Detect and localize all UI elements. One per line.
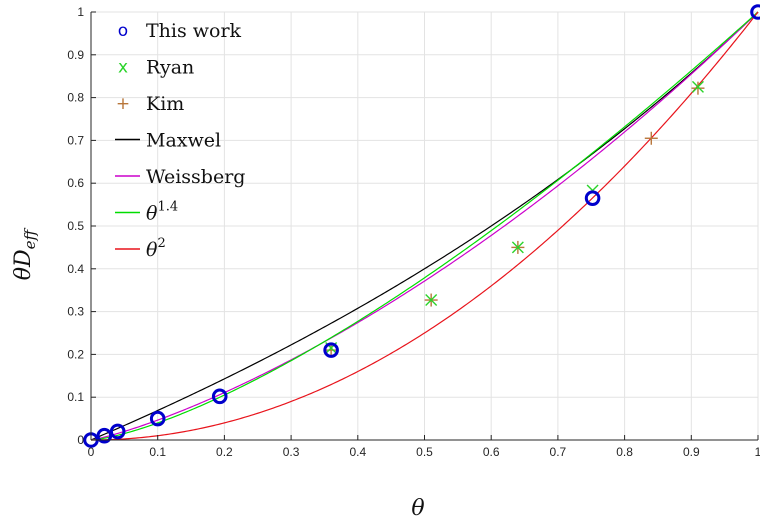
legend-label-maxwel: Maxwel [146, 130, 221, 152]
point-kim [691, 81, 705, 95]
legend-symbol-this-work: o [118, 21, 128, 41]
legend-label-exponent: 2 [157, 236, 165, 251]
curve-2 [91, 11, 759, 441]
point-this-work [584, 190, 601, 206]
point-this-work [211, 388, 228, 405]
y-tick-label: 1 [77, 5, 84, 19]
y-tick-label: 0.3 [67, 305, 84, 319]
y-axis-label-subscript: eff [21, 227, 39, 249]
point-kim [324, 343, 338, 357]
y-axis-label: θDeff [11, 227, 39, 280]
x-tick-labels: 0 0.1 0.2 0.3 0.4 0.5 0.6 0.7 0.8 0.9 1 [88, 445, 760, 459]
curve-maxwel [90, 11, 759, 441]
marker-stroke [425, 294, 438, 307]
y-tick-label: 0.7 [67, 133, 84, 147]
y-tick-label: 0.2 [67, 347, 84, 361]
x-tick-label: 0.4 [349, 445, 366, 459]
legend-label-exponent: 1.4 [157, 200, 178, 215]
point-this-work [149, 410, 166, 427]
x-tick-label: 0.3 [283, 445, 300, 459]
point-this-work [96, 427, 113, 444]
legend-symbol-kim: + [116, 94, 130, 114]
legend-label-ryan: Ryan [146, 57, 194, 79]
legend-label-weissberg: Weissberg [146, 166, 245, 188]
x-tick-label: 1 [755, 445, 760, 459]
y-tick-label: 0 [77, 433, 84, 447]
y-tick-label: 0.9 [67, 48, 84, 62]
y-tick-label: 0.8 [67, 91, 84, 105]
x-tick-label: 0.6 [483, 445, 500, 459]
x-tick-label: 0.9 [683, 445, 700, 459]
axes [90, 11, 759, 441]
point-this-work [109, 423, 126, 440]
x-tick-label: 0.1 [149, 445, 166, 459]
legend-label-base: θ [146, 203, 158, 225]
legend-label-2: θ2 [146, 236, 166, 261]
point-ryan [511, 241, 524, 254]
y-tick-label: 0.5 [67, 219, 84, 233]
x-tick-label: 0.2 [216, 445, 233, 459]
legend-label-1-4: θ1.4 [146, 200, 178, 225]
curve-layer [90, 11, 759, 441]
x-tick-label: 0.5 [416, 445, 433, 459]
grid [90, 11, 759, 441]
point-this-work [323, 342, 339, 358]
y-tick-label: 0.6 [67, 176, 84, 190]
legend-label-this-work: This work [146, 20, 242, 42]
curve-1-4 [90, 11, 759, 441]
curve-weissberg [90, 11, 759, 441]
y-axis-label-base: θD [11, 249, 36, 280]
y-tick-label: 0.1 [67, 390, 84, 404]
legend-label-kim: Kim [146, 93, 184, 115]
point-kim [644, 131, 658, 145]
y-tick-labels: 0 0.1 0.2 0.3 0.4 0.5 0.6 0.7 0.8 0.9 1 [67, 5, 84, 447]
legend-symbol-ryan: x [118, 58, 128, 78]
point-ryan [691, 80, 704, 93]
x-tick-label: 0.8 [616, 445, 633, 459]
point-this-work [750, 4, 760, 20]
marker-stroke [691, 80, 704, 93]
x-tick-label: 0 [88, 445, 95, 459]
x-tick-label: 0.7 [550, 445, 567, 459]
marker-stroke [511, 241, 524, 254]
y-tick-label: 0.4 [67, 262, 84, 276]
legend-label-base: θ [146, 239, 158, 261]
point-ryan [425, 294, 438, 307]
x-axis-label: θ [411, 496, 424, 521]
